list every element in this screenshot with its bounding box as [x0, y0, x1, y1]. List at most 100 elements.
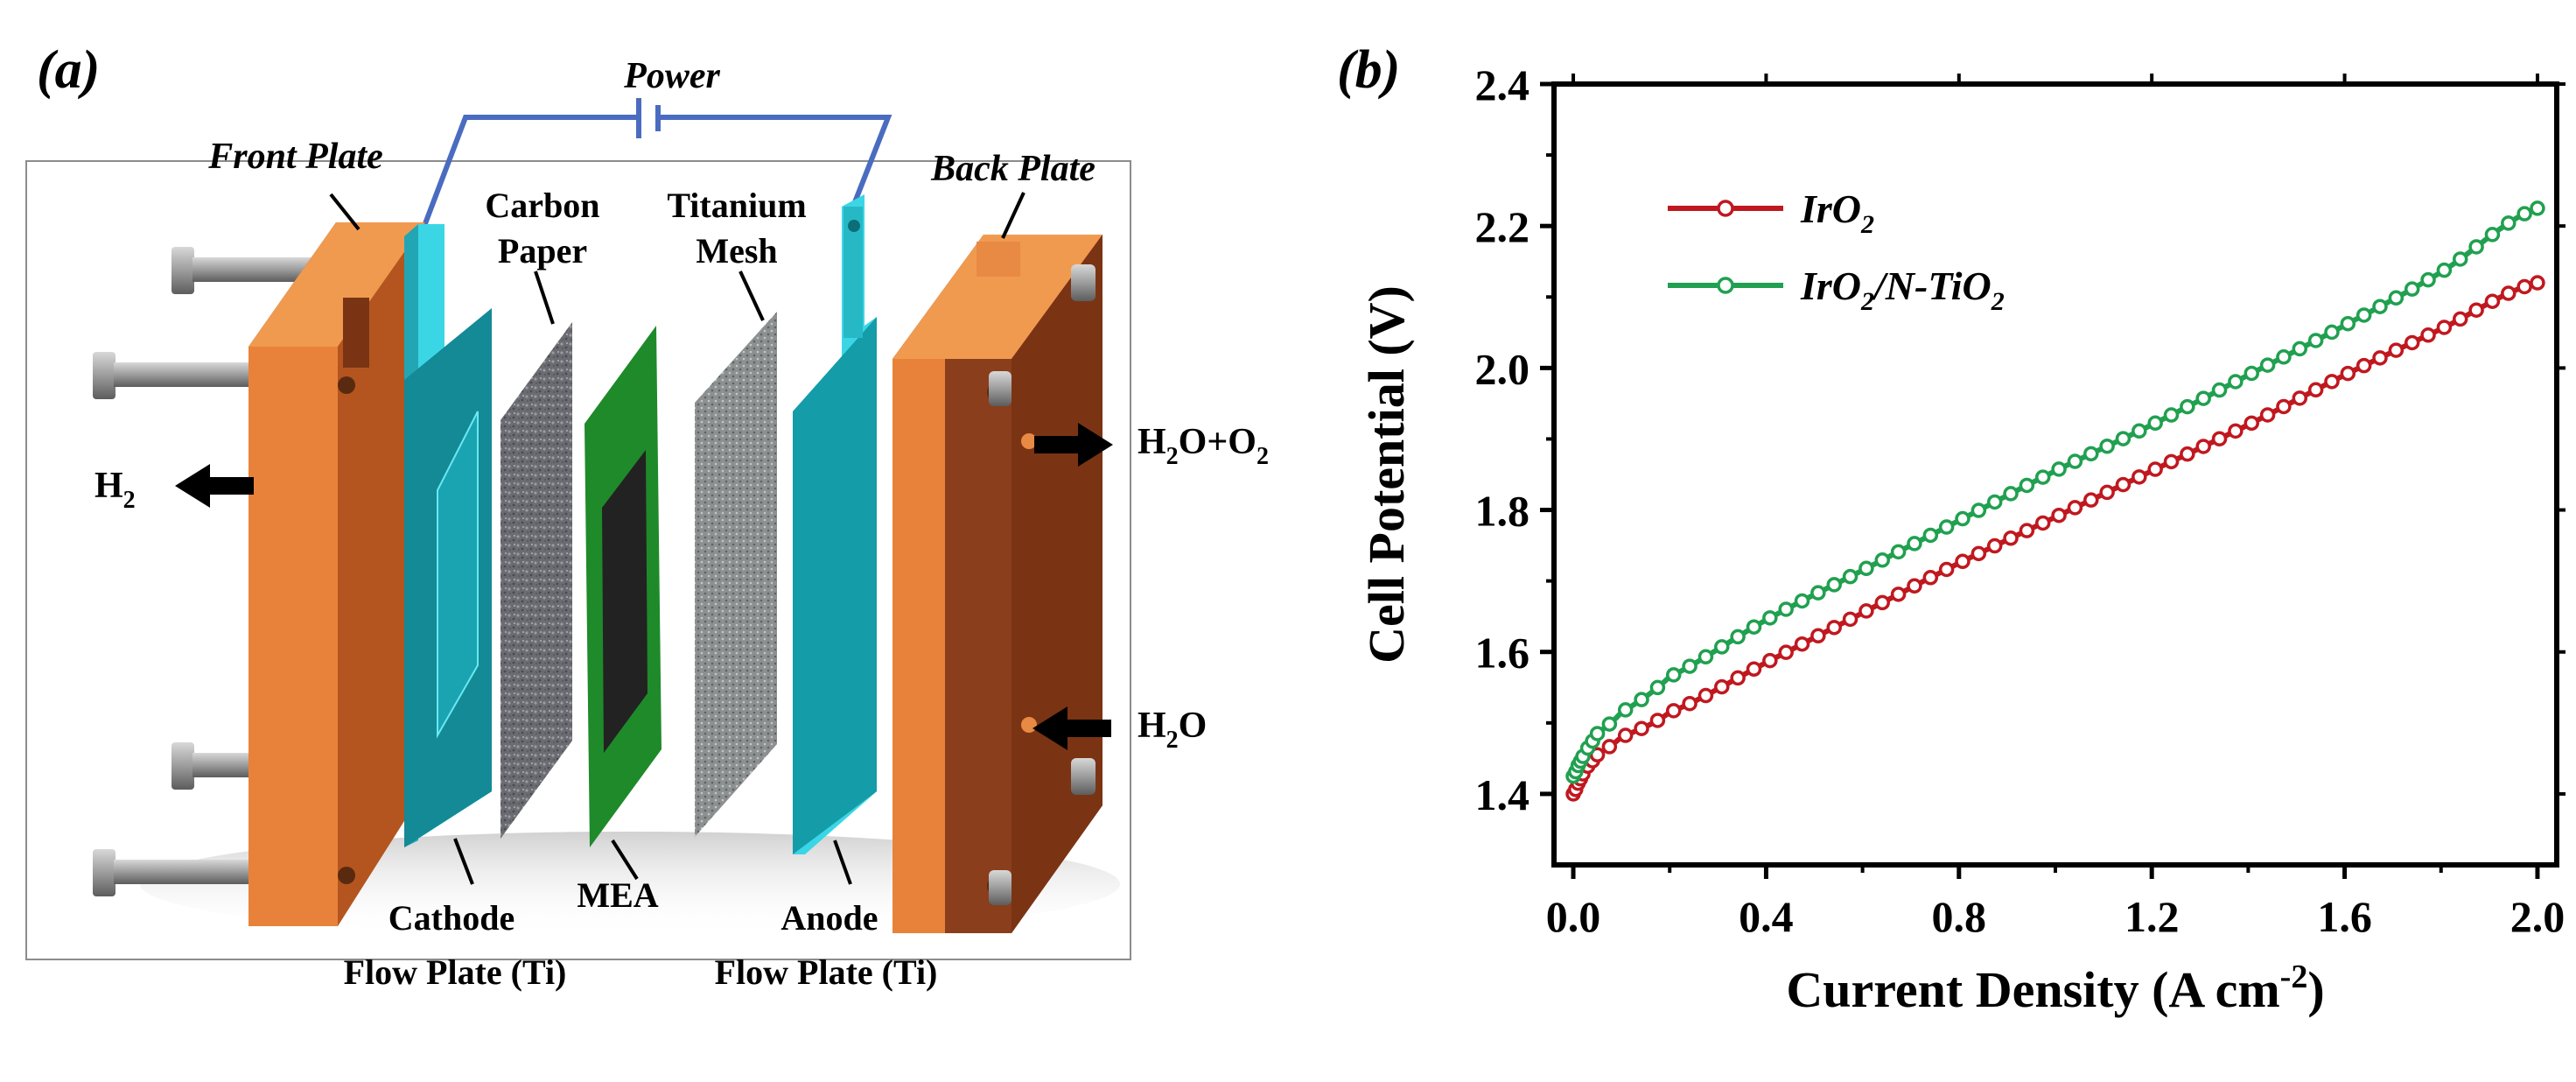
tab-hole	[848, 220, 860, 232]
series-2-point	[2067, 453, 2083, 469]
series-1-point	[2228, 423, 2244, 439]
series-1-point	[1858, 603, 1874, 619]
series-2-point	[2372, 299, 2388, 314]
x-axis-label: Current Density (A cm-2)	[1786, 959, 2324, 1018]
series-1-point	[2067, 500, 2083, 516]
anode-tab	[844, 207, 863, 338]
series-1-point	[1601, 739, 1618, 755]
bolt-head	[1071, 264, 1096, 301]
x-tick-label: 0.8	[1932, 892, 1987, 941]
series-2-point	[2453, 251, 2468, 267]
cathode-label-2: Flow Plate (Ti)	[344, 952, 567, 992]
series-1-point	[2003, 530, 2019, 546]
bolt-head	[1071, 758, 1096, 795]
h2o-o2-arrow	[1034, 423, 1113, 467]
series-2-point	[1634, 692, 1649, 707]
series-2-point	[2307, 333, 2324, 348]
series-2-point	[1762, 610, 1778, 626]
series-1-point	[2147, 461, 2163, 477]
series-2-point	[2115, 431, 2132, 446]
series-2-point	[2420, 271, 2436, 288]
series-2-point	[2468, 239, 2484, 255]
series-2-point	[2132, 423, 2147, 439]
bolt-head	[172, 742, 194, 790]
series-1-point	[1794, 636, 1810, 652]
series-1-point	[2195, 439, 2211, 454]
series-1-point	[1874, 594, 1891, 611]
series-2-point	[2003, 486, 2019, 502]
bolt-head	[93, 352, 116, 399]
series-2-point	[2099, 438, 2115, 454]
series-2-point	[1730, 629, 1746, 645]
series-1-point	[1649, 713, 1666, 728]
series-2-point	[1938, 519, 1955, 535]
series-2-point	[2276, 349, 2292, 365]
series-1-point	[2099, 484, 2115, 501]
carbon-paper-pointer	[534, 270, 555, 325]
series-1-point	[2516, 278, 2532, 295]
series-1-point	[2356, 357, 2372, 374]
series-1-point	[1762, 652, 1778, 669]
series-1-point	[2132, 469, 2147, 485]
x-tick-label: 1.6	[2317, 892, 2372, 941]
h2-label: H2	[94, 466, 136, 514]
panel-a: (a) Power	[25, 40, 1269, 992]
series-1-point	[1890, 587, 1907, 602]
bolt-head	[172, 247, 194, 294]
series-1-point	[2453, 311, 2468, 327]
panel-a-label: (a)	[37, 40, 100, 100]
series-2-point	[1589, 726, 1606, 741]
series-2-point	[2211, 382, 2228, 398]
y-tick-label: 1.6	[1475, 629, 1530, 678]
series-1-point	[1617, 727, 1634, 743]
h2o-arrow	[1032, 706, 1111, 750]
series-2-point	[2404, 281, 2420, 297]
series-2-point	[2340, 315, 2356, 332]
series-1-point	[2340, 365, 2356, 382]
cathode-pointer	[453, 838, 474, 885]
legend-marker-2	[1717, 277, 1734, 294]
series-1-point	[1826, 620, 1842, 636]
bolt-head	[989, 870, 1012, 905]
panel-b: (b) 0.0 0.4 0.8 1.2 1.6 2.0 1.4 1.6 1.8 2.0 2.2 2.4…	[1337, 40, 2566, 1018]
titanium-mesh-pointer	[738, 270, 765, 321]
carbon-paper-label-2: Paper	[498, 231, 587, 270]
series-1-point	[2292, 390, 2308, 406]
series-1-point	[2307, 382, 2324, 398]
series-2-point	[2292, 341, 2308, 357]
bolt-head	[93, 849, 116, 896]
series-1-point	[2484, 293, 2501, 309]
ground-shadow	[140, 832, 1120, 937]
y-axis-label: Cell Potential (V)	[1358, 285, 1415, 664]
series-2-point	[2516, 206, 2532, 221]
series-1-point	[2372, 350, 2388, 366]
left-bolts	[93, 247, 324, 896]
y-tick-label: 2.0	[1475, 344, 1530, 393]
series-2-point	[2034, 469, 2051, 485]
series-1-point	[1682, 695, 1698, 712]
series-1-point	[1810, 628, 1826, 644]
series-2-point	[1617, 702, 1634, 718]
series-1-point	[2436, 320, 2453, 335]
y-tick-label: 1.8	[1475, 487, 1530, 536]
series-2-point	[2484, 227, 2501, 242]
series-1-point	[2259, 407, 2276, 423]
series-2-point	[1794, 593, 1810, 609]
x-tick-label: 2.0	[2510, 892, 2566, 941]
series-2-point	[1698, 649, 1714, 665]
series-2-point	[2147, 415, 2163, 432]
mea-pointer	[611, 839, 639, 881]
series-1-point	[2211, 431, 2228, 446]
port-hole	[338, 867, 355, 884]
series-2-point	[2356, 307, 2372, 323]
series-1-point	[2180, 446, 2195, 462]
series-1-point	[2163, 453, 2180, 470]
series-2-point	[2259, 357, 2276, 373]
series-2-point	[2501, 215, 2516, 231]
carbon-paper-label-1: Carbon	[485, 186, 599, 225]
series-1-point	[1986, 537, 2003, 554]
series-2-point	[2436, 262, 2453, 278]
back-plate-notch	[976, 242, 1020, 277]
series-1-point	[2501, 285, 2516, 301]
